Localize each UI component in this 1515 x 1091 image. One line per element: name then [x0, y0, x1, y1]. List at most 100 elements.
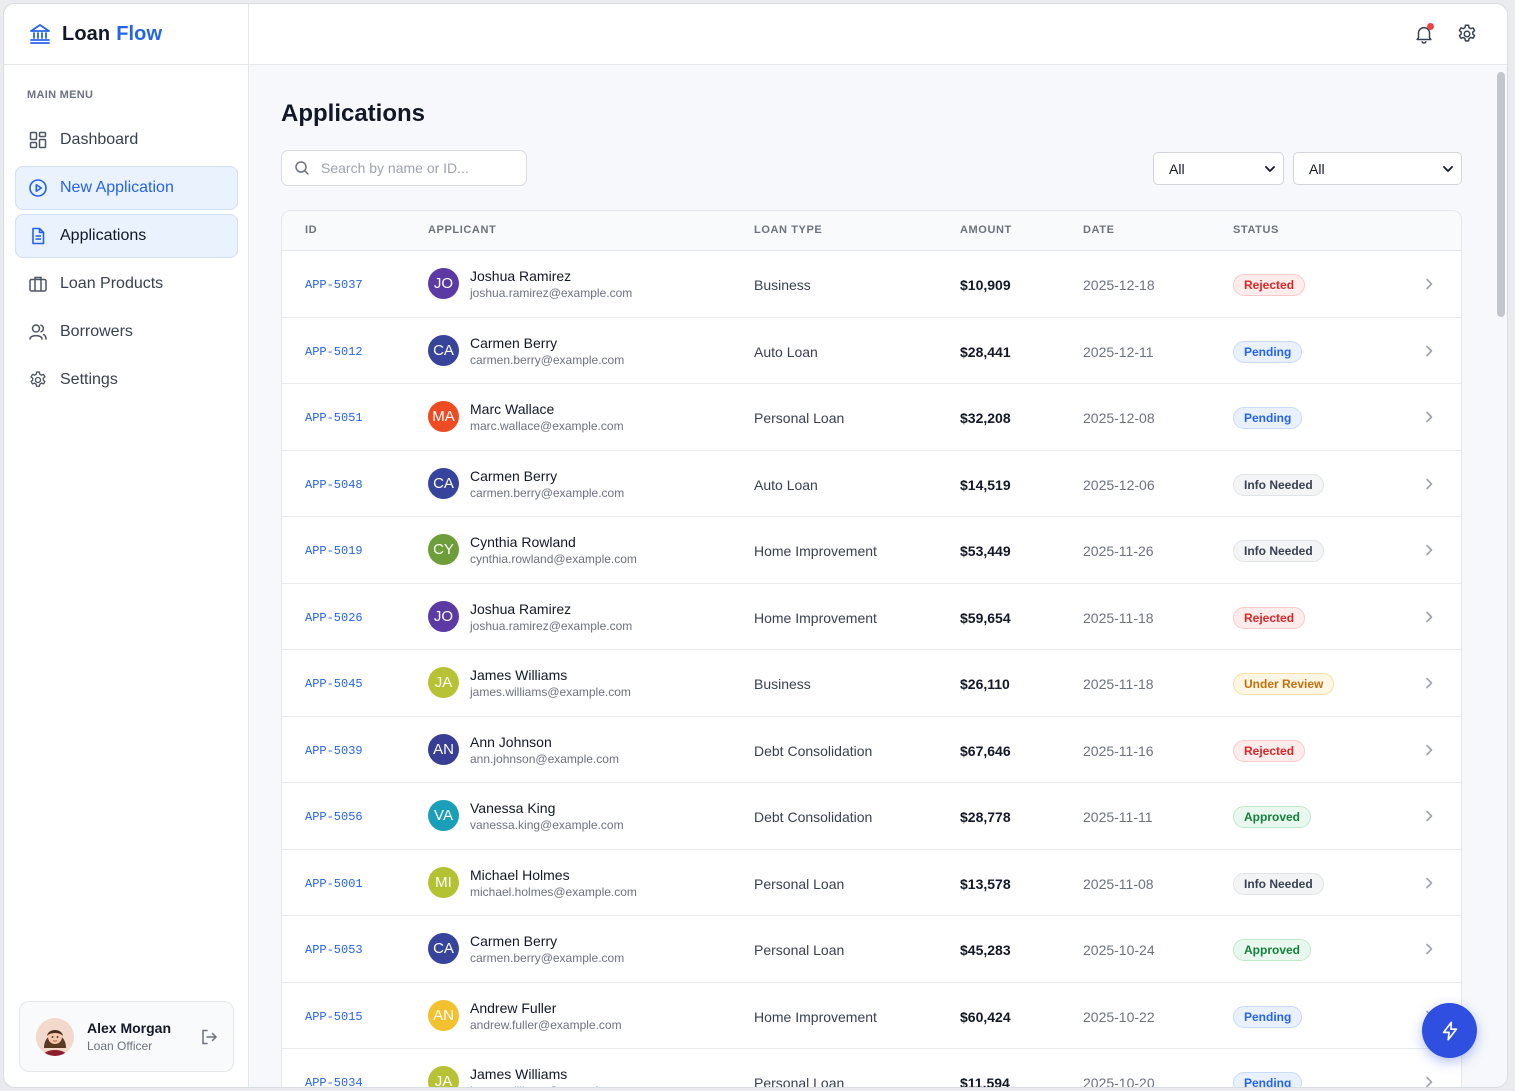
play-circle-icon	[29, 179, 47, 197]
filter-select-2[interactable]: All	[1293, 152, 1462, 185]
sidebar-item-loan-products[interactable]: Loan Products	[15, 262, 238, 306]
loan-type: Debt Consolidation	[754, 742, 873, 759]
table-row[interactable]: APP-5045 JA James Williams james.williams@e…	[282, 650, 1461, 717]
sidebar-item-dashboard[interactable]: Dashboard	[15, 118, 238, 162]
applicant-name: Carmen Berry	[470, 933, 558, 949]
table-row[interactable]: APP-5048 CA Carmen Berry carmen.berry@examp…	[282, 451, 1461, 517]
application-date: 2025-10-20	[1083, 1075, 1155, 1088]
column-header-status[interactable]: STATUS	[1233, 224, 1279, 236]
application-date: 2025-11-08	[1083, 875, 1154, 892]
column-header-applicant[interactable]: APPLICANT	[428, 224, 497, 236]
table-row[interactable]: APP-5012 CA Carmen Berry carmen.berry@examp…	[282, 318, 1461, 384]
status-badge: Rejected	[1233, 739, 1306, 762]
quick-action-button[interactable]	[1422, 1003, 1477, 1058]
search-icon	[295, 161, 309, 175]
loan-amount: $53,449	[960, 543, 1011, 559]
table-row[interactable]: APP-5019 CY Cynthia Rowland cynthia.rowland…	[282, 517, 1461, 584]
sidebar-item-borrowers[interactable]: Borrowers	[15, 310, 238, 354]
loan-type: Auto Loan	[754, 343, 818, 360]
filter-select-1[interactable]: All	[1153, 152, 1284, 185]
avatar: CA	[428, 933, 459, 964]
chevron-right-icon[interactable]	[1422, 610, 1436, 624]
chevron-right-icon[interactable]	[1422, 676, 1436, 690]
main-nav: Dashboard New Application Applications L…	[15, 118, 238, 406]
table-row[interactable]: APP-5053 CA Carmen Berry carmen.berry@examp…	[282, 916, 1461, 983]
briefcase-icon	[29, 276, 47, 292]
application-id[interactable]: APP-5039	[305, 743, 363, 758]
chevron-right-icon[interactable]	[1422, 543, 1436, 557]
sidebar-item-label: Borrowers	[60, 323, 133, 340]
applicant-email: carmen.berry@example.com	[470, 951, 625, 965]
table-row[interactable]: APP-5026 JO Joshua Ramirez joshua.ramirez@e…	[282, 584, 1461, 650]
status-badge: Info Needed	[1233, 473, 1324, 496]
sidebar-item-label: Applications	[60, 227, 147, 244]
logout-icon[interactable]	[199, 1027, 219, 1047]
application-id[interactable]: APP-5012	[305, 344, 363, 359]
table-row[interactable]: APP-5037 JO Joshua Ramirez joshua.ramirez@e…	[282, 251, 1461, 318]
scrollbar-thumb[interactable]	[1497, 72, 1505, 317]
sidebar-item-applications[interactable]: Applications	[15, 214, 238, 258]
settings-button[interactable]	[1456, 23, 1478, 45]
brand[interactable]: Loan Flow	[4, 4, 248, 65]
column-header-amount[interactable]: AMOUNT	[960, 224, 1012, 236]
application-id[interactable]: APP-5001	[305, 876, 363, 891]
user-role: Loan Officer	[87, 1039, 153, 1053]
bell-icon	[1416, 26, 1432, 44]
applicant-email: james.williams@example.com	[470, 685, 631, 699]
applicant-name: Cynthia Rowland	[470, 534, 576, 550]
chevron-right-icon[interactable]	[1422, 410, 1436, 424]
application-id[interactable]: APP-5019	[305, 544, 363, 558]
sidebar-item-new-application[interactable]: New Application	[15, 166, 238, 210]
application-date: 2025-12-18	[1083, 277, 1155, 293]
application-date: 2025-10-22	[1083, 1008, 1155, 1025]
column-header-date[interactable]: DATE	[1083, 224, 1115, 236]
user-card[interactable]: Alex Morgan Loan Officer	[19, 1001, 234, 1072]
chevron-right-icon[interactable]	[1422, 344, 1436, 358]
chevron-right-icon[interactable]	[1422, 277, 1436, 291]
gear-icon	[1458, 24, 1476, 42]
application-id[interactable]: APP-5045	[305, 677, 363, 691]
chevron-right-icon[interactable]	[1422, 1075, 1436, 1088]
chevron-right-icon[interactable]	[1422, 809, 1436, 823]
application-id[interactable]: APP-5015	[305, 1009, 363, 1024]
loan-amount: $26,110	[960, 676, 1010, 692]
application-id[interactable]: APP-5034	[305, 1076, 363, 1088]
application-id[interactable]: APP-5053	[305, 943, 363, 957]
notifications-button[interactable]	[1413, 23, 1435, 45]
table-row[interactable]: APP-5039 AN Ann Johnson ann.johnson@example…	[282, 717, 1461, 783]
avatar	[36, 1017, 74, 1056]
status-badge: Pending	[1233, 340, 1303, 363]
applicant-email: james.williams@example.com	[470, 1084, 631, 1087]
table-row[interactable]: APP-5051 MA Marc Wallace marc.wallace@examp…	[282, 384, 1461, 451]
table-row[interactable]: APP-5015 AN Andrew Fuller andrew.fuller@exa…	[282, 983, 1461, 1049]
chevron-right-icon[interactable]	[1422, 743, 1436, 757]
status-badge: Info Needed	[1233, 540, 1324, 562]
chevron-right-icon[interactable]	[1422, 876, 1436, 890]
application-id[interactable]: APP-5048	[305, 477, 363, 492]
application-id[interactable]: APP-5037	[305, 278, 363, 292]
avatar: CY	[428, 534, 459, 565]
sidebar-item-label: Loan Products	[60, 275, 164, 292]
column-header-loan-type[interactable]: LOAN TYPE	[754, 224, 823, 236]
table-row[interactable]: APP-5001 MI Michael Holmes michael.holmes@e…	[282, 850, 1461, 916]
search-input[interactable]	[321, 160, 521, 176]
chevron-right-icon[interactable]	[1422, 477, 1436, 491]
loan-amount: $45,283	[960, 942, 1011, 958]
chevron-right-icon[interactable]	[1422, 942, 1436, 956]
filter-select-value: All	[1169, 160, 1185, 177]
application-id[interactable]: APP-5056	[305, 810, 363, 824]
avatar: JO	[428, 268, 459, 299]
loan-amount: $67,646	[960, 742, 1011, 759]
column-header-id[interactable]: ID	[305, 224, 318, 236]
avatar: JO	[428, 600, 459, 632]
table-row[interactable]: APP-5034 JA James Williams james.williams@e…	[282, 1049, 1461, 1088]
applicant-name: Vanessa King	[470, 800, 556, 816]
status-badge: Pending	[1233, 407, 1303, 429]
table-row[interactable]: APP-5056 VA Vanessa King vanessa.king@examp…	[282, 783, 1461, 850]
application-id[interactable]: APP-5026	[305, 610, 363, 625]
sidebar-item-settings[interactable]: Settings	[15, 358, 238, 402]
status-badge: Pending	[1233, 1072, 1303, 1087]
application-id[interactable]: APP-5051	[305, 411, 363, 425]
search-box[interactable]	[281, 150, 527, 186]
brand-name: Loan Flow	[62, 23, 162, 46]
